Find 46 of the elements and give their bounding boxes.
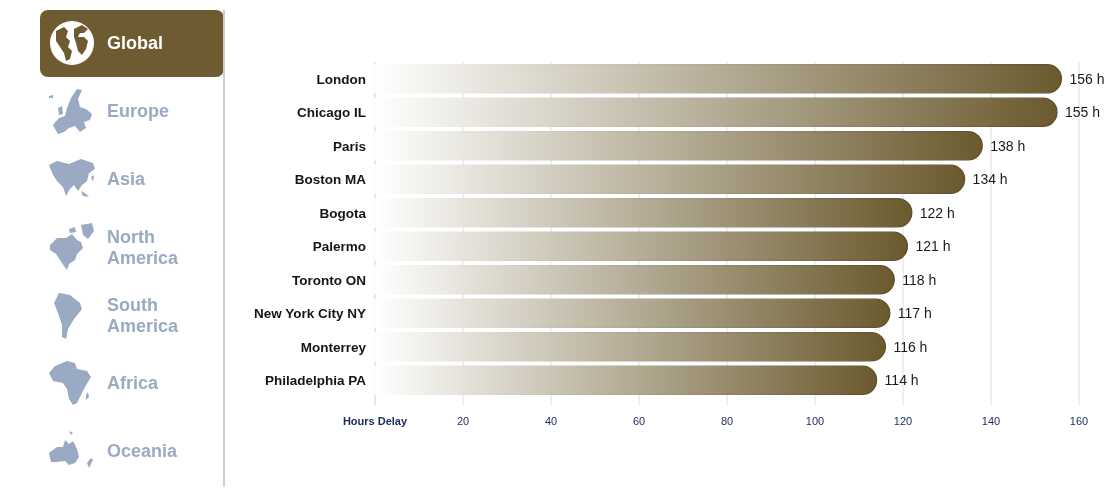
bar [374,332,887,362]
data-label: 122 h [919,204,955,221]
bar [374,231,909,261]
text: Africa [107,373,160,393]
text: Asia [107,169,147,189]
data-label: 118 h [902,271,937,288]
y-tick-label: Toronto ON [292,272,366,288]
bar [374,64,1063,94]
x-tick-label: 40 [544,415,558,427]
text: South America [107,294,180,336]
data-label: 121 h [915,238,951,255]
y-tick-label: Palermo [312,238,366,254]
bar [374,131,983,161]
bar [374,198,913,228]
bar [374,164,966,194]
data-label: 155 h [1065,104,1101,121]
y-tick-label: New York City NY [253,305,366,321]
data-label: 114 h [884,372,919,389]
x-tick-label: 120 [893,415,913,427]
text: Oceania [107,441,179,461]
text: Global [107,33,164,53]
data-label: 156 h [1069,70,1105,87]
data-label: 117 h [897,305,932,322]
data-label: 116 h [893,338,928,355]
y-tick-label: Bogota [319,205,367,221]
y-tick-label: Paris [332,138,366,154]
data-label: 134 h [972,171,1008,188]
x-axis-title: Hours Delay [342,415,408,427]
x-tick-label: 100 [805,415,825,427]
y-tick-label: Monterrey [300,339,367,355]
bar [374,298,891,328]
x-tick-label: 80 [720,415,734,427]
y-tick-label: London [316,71,366,87]
data-label: 138 h [990,137,1026,154]
bar [374,365,878,395]
bar [374,97,1058,127]
y-tick-label: Chicago IL [296,104,366,120]
y-tick-label: Philadelphia PA [264,372,367,388]
x-tick-label: 20 [456,415,470,427]
bar [374,265,895,295]
x-tick-label: 60 [632,415,646,427]
text: North America [107,226,180,268]
x-tick-label: 160 [1069,415,1089,427]
x-tick-label: 140 [981,415,1001,427]
text: Europe [107,101,170,121]
y-tick-label: Boston MA [294,171,367,187]
